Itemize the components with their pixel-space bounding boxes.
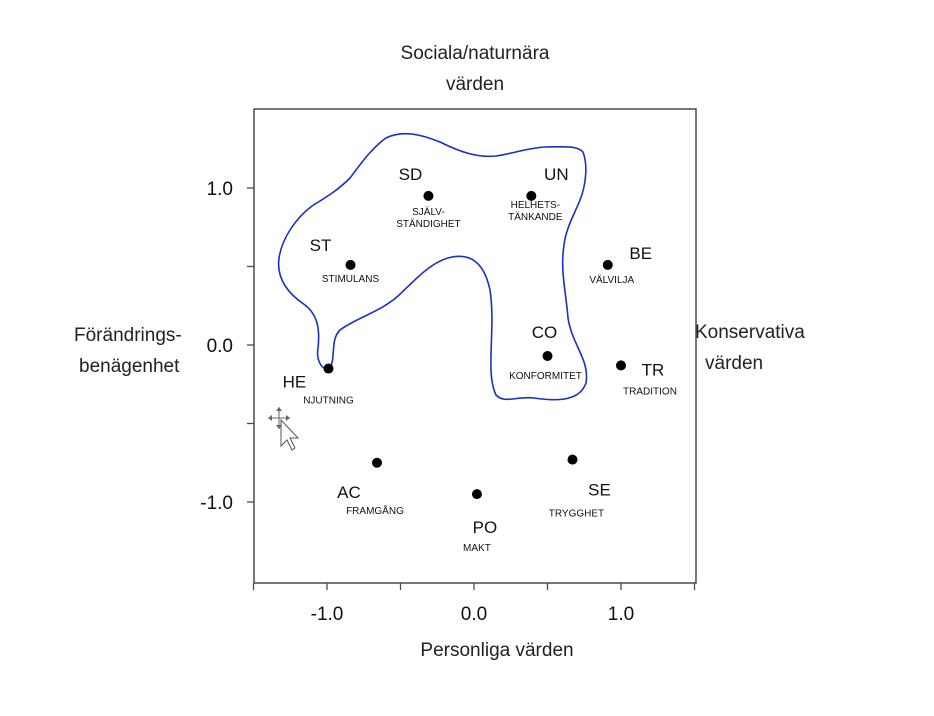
left-axis-title-line-1: Förändrings- (74, 325, 182, 346)
top-axis-title-line-1: Sociala/naturnära (401, 43, 550, 64)
move-cursor-icon (268, 407, 300, 451)
x-tick-label: 0.0 (461, 604, 487, 625)
value-point-se: SE TRYGGHET (549, 454, 611, 520)
data-point-dot (526, 190, 537, 201)
point-code-label: AC (337, 483, 361, 502)
data-point-dot (345, 259, 356, 270)
ticks-layer (247, 187, 696, 590)
point-name-label: NJUTNING (303, 396, 354, 407)
point-code-label: BE (629, 244, 652, 263)
value-point-po: PO MAKT (463, 489, 497, 554)
x-tick-label: 1.0 (608, 604, 634, 625)
data-point-dot (616, 360, 626, 371)
tick-labels-layer: -1.0 0.0 1.0 1.0 0.0 -1.0 (200, 179, 634, 625)
data-point-dot (471, 489, 482, 500)
value-point-he: HE NJUTNING (283, 363, 354, 407)
point-name-label: STÄNDIGHET (396, 218, 460, 230)
value-point-ac: AC FRAMGÅNG (337, 457, 404, 517)
value-point-tr: TR TRADITION (616, 360, 677, 397)
right-axis-title-line-1: Konservativa (695, 322, 805, 343)
point-code-label: SE (588, 481, 611, 500)
point-code-label: SD (399, 165, 423, 184)
point-name-label: TRYGGHET (549, 509, 604, 520)
point-name-label: MAKT (463, 543, 491, 554)
data-point-dot (371, 457, 382, 468)
point-name-label: VÄLVILJA (589, 274, 634, 286)
x-tick-label: -1.0 (311, 604, 344, 625)
point-name-label: SJÄLV- (412, 206, 445, 218)
point-name-label: HELHETS- (511, 200, 560, 211)
right-axis-title-line-2: värden (705, 353, 763, 374)
point-code-label: UN (544, 165, 569, 184)
value-point-be: BE VÄLVILJA (589, 244, 652, 286)
value-point-st: ST STIMULANS (310, 236, 380, 285)
point-name-label: KONFORMITET (509, 371, 582, 382)
value-point-sd: SD SJÄLV-STÄNDIGHET (396, 165, 460, 230)
data-point-dot (323, 363, 334, 374)
data-point-dot (542, 350, 553, 361)
data-point-dot (602, 259, 613, 270)
point-name-label: FRAMGÅNG (346, 504, 404, 517)
point-code-label: TR (642, 360, 665, 379)
x-axis-title: Personliga värden (420, 640, 573, 661)
y-tick-label: 1.0 (207, 179, 233, 200)
blue-outline-region (277, 132, 588, 401)
point-code-label: PO (473, 518, 498, 537)
data-point-dot (423, 190, 434, 201)
y-tick-label: -1.0 (200, 493, 233, 514)
point-code-label: CO (532, 323, 558, 342)
point-code-label: HE (283, 373, 307, 392)
value-point-co: CO KONFORMITET (509, 323, 582, 382)
point-name-label: STIMULANS (322, 274, 380, 285)
left-axis-title-line-2: benägenhet (79, 356, 180, 377)
points-layer: SDSJÄLV-STÄNDIGHETUNHELHETS-TÄNKANDESTST… (283, 165, 677, 554)
value-point-un: UN HELHETS-TÄNKANDE (508, 165, 569, 223)
point-name-label: TÄNKANDE (508, 211, 563, 223)
y-tick-label: 0.0 (207, 336, 233, 357)
top-axis-title-line-2: värden (446, 74, 504, 95)
plot-frame (253, 108, 697, 584)
point-name-label: TRADITION (623, 386, 677, 397)
data-point-dot (567, 454, 578, 465)
point-code-label: ST (310, 236, 332, 255)
